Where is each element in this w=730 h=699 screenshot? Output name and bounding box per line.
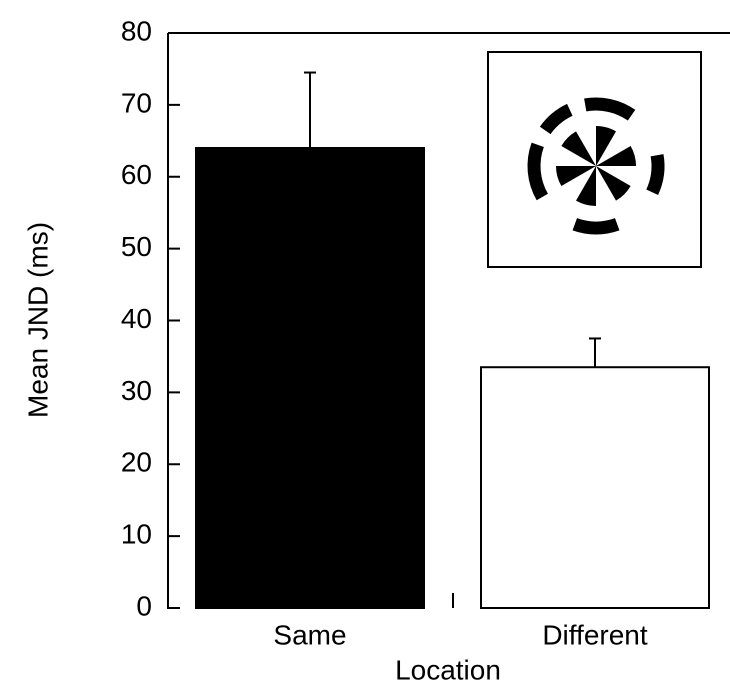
y-tick-label: 0 bbox=[136, 590, 152, 621]
inset-stimulus bbox=[487, 51, 702, 268]
x-tick-label: Different bbox=[542, 619, 648, 650]
y-tick-label: 50 bbox=[121, 231, 152, 262]
inset-wedge bbox=[561, 131, 596, 166]
inset-arc bbox=[572, 218, 620, 235]
inset-wedge bbox=[596, 126, 616, 166]
inset-frame bbox=[487, 51, 702, 268]
inset-wedge bbox=[596, 146, 636, 166]
y-tick-label: 10 bbox=[121, 519, 152, 550]
y-tick-label: 80 bbox=[121, 15, 152, 46]
inset-arc bbox=[584, 97, 636, 121]
y-tick-label: 70 bbox=[121, 87, 152, 118]
inset-wedge bbox=[556, 166, 596, 186]
y-tick-label: 20 bbox=[121, 447, 152, 478]
inset-wedge bbox=[576, 166, 596, 206]
bar bbox=[195, 147, 425, 609]
y-axis-label: Mean JND (ms) bbox=[22, 222, 53, 418]
y-tick-label: 60 bbox=[121, 159, 152, 190]
x-axis-label: Location bbox=[395, 654, 501, 685]
x-tick-label: Same bbox=[273, 619, 346, 650]
y-tick-label: 40 bbox=[121, 303, 152, 334]
bar bbox=[480, 366, 710, 609]
inset-arc bbox=[527, 142, 549, 201]
inset-wedge bbox=[596, 166, 631, 201]
y-tick-label: 30 bbox=[121, 375, 152, 406]
inset-arc bbox=[539, 103, 573, 135]
inset-arc bbox=[646, 154, 665, 195]
